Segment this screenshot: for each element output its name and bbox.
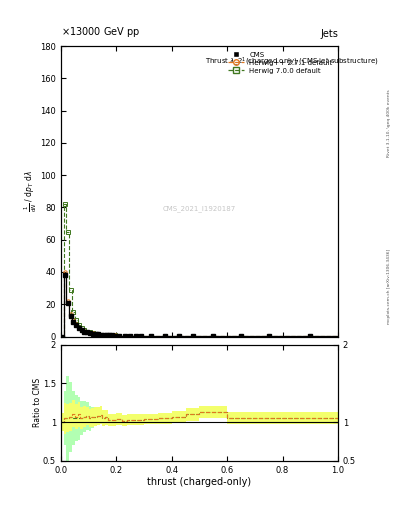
X-axis label: thrust (charged-only): thrust (charged-only) [147, 477, 252, 487]
Text: Jets: Jets [320, 29, 338, 39]
Legend: CMS, Herwig++ 2.7.1 default, Herwig 7.0.0 default: CMS, Herwig++ 2.7.1 default, Herwig 7.0.… [226, 50, 334, 76]
Text: mcplots.cern.ch [arXiv:1306.3436]: mcplots.cern.ch [arXiv:1306.3436] [387, 249, 391, 324]
Text: CMS_2021_I1920187: CMS_2021_I1920187 [163, 205, 236, 212]
Y-axis label: $\frac{1}{\mathrm{d}N}$ / $\mathrm{d}p_T$ $\mathrm{d}\lambda$: $\frac{1}{\mathrm{d}N}$ / $\mathrm{d}p_T… [23, 170, 39, 212]
Text: Rivet 3.1.10, \geq 400k events: Rivet 3.1.10, \geq 400k events [387, 89, 391, 157]
Y-axis label: Ratio to CMS: Ratio to CMS [33, 378, 42, 428]
Text: $\times$13000 GeV pp: $\times$13000 GeV pp [61, 25, 140, 39]
Text: Thrust $\lambda\_2^1$(charged only) (CMS jet substructure): Thrust $\lambda\_2^1$(charged only) (CMS… [205, 55, 379, 68]
